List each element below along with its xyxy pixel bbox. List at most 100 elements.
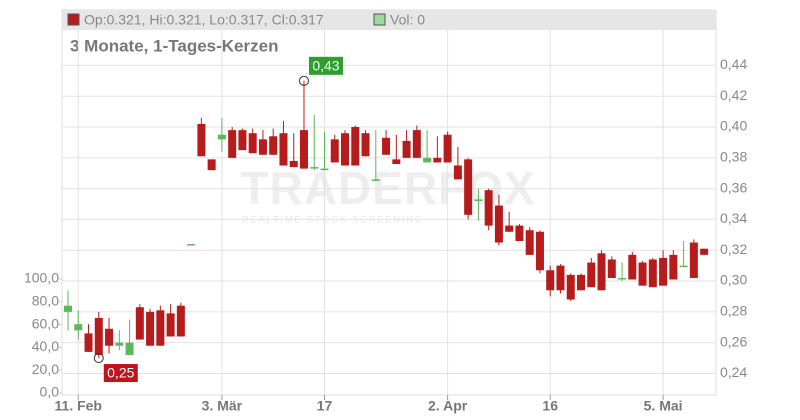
- candle-body: [74, 324, 83, 331]
- candle-body: [166, 313, 175, 337]
- annotation-label: 0,25: [107, 365, 134, 381]
- candle-body: [197, 123, 206, 157]
- candle-body: [464, 159, 473, 215]
- header-bar: [62, 10, 716, 30]
- header-ohlc: Op:0.321, Hi:0.321, Lo:0.317, Cl:0.317: [84, 12, 324, 28]
- candle-body: [474, 199, 483, 201]
- candle-body: [402, 140, 411, 158]
- candle-body: [628, 254, 637, 280]
- candle-body: [382, 137, 391, 155]
- candle-body: [607, 259, 616, 278]
- candle-body: [135, 307, 144, 340]
- y2-tick-label: 80,0: [32, 293, 59, 309]
- x-tick-label: 2. Apr: [428, 398, 468, 414]
- candle-body: [64, 305, 72, 312]
- candle-body: [679, 265, 688, 268]
- y-tick-label: 0,36: [720, 179, 747, 195]
- vol-swatch: [373, 13, 386, 26]
- candle-body: [494, 205, 503, 243]
- y2-tick-label: 20,0: [32, 361, 59, 377]
- candle-body: [597, 253, 606, 291]
- candle-body: [248, 133, 257, 154]
- candle-body: [648, 259, 657, 288]
- y-tick-label: 0,42: [720, 87, 747, 103]
- annotation-label: 0,43: [312, 58, 339, 74]
- candle-body: [146, 311, 155, 346]
- candle-body: [433, 157, 442, 163]
- candle-body: [156, 310, 165, 346]
- y-tick-label: 0,44: [720, 56, 747, 72]
- candle-body: [217, 134, 226, 140]
- candle-body: [700, 248, 709, 255]
- candle-body: [176, 305, 185, 337]
- y2-tick-label: 0,0: [40, 384, 60, 400]
- candle-body: [320, 168, 329, 171]
- candle-body: [341, 133, 350, 166]
- candle-body: [187, 244, 196, 246]
- candle-body: [351, 127, 360, 166]
- y-tick-label: 0,26: [720, 333, 747, 349]
- candle-body: [443, 134, 452, 163]
- y-tick-label: 0,40: [720, 118, 747, 134]
- candle-body: [546, 270, 555, 291]
- y-tick-label: 0,32: [720, 241, 747, 257]
- y-tick-label: 0,24: [720, 364, 747, 380]
- candle-body: [125, 342, 134, 355]
- grid: [62, 30, 716, 395]
- candle-body: [269, 136, 278, 155]
- candle-body: [484, 190, 493, 226]
- candle-body: [279, 133, 288, 166]
- x-tick-label: 5. Mai: [644, 398, 683, 414]
- candle-body: [689, 242, 698, 278]
- candle-body: [505, 225, 514, 232]
- header-volume: Vol: 0: [390, 12, 425, 28]
- candle-body: [361, 133, 370, 157]
- y2-tick-label: 100,0: [24, 270, 59, 286]
- candle-body: [238, 130, 247, 151]
- y2-tick-label: 40,0: [32, 338, 59, 354]
- candle-body: [587, 262, 596, 288]
- annotation-box: [103, 364, 138, 383]
- candle-body: [515, 225, 524, 241]
- candle-body: [94, 317, 103, 355]
- x-tick-label: 16: [542, 398, 558, 414]
- candle-body: [228, 130, 237, 158]
- y-tick-label: 0,30: [720, 272, 747, 288]
- candles: [64, 80, 709, 359]
- ohlc-swatch: [67, 13, 80, 26]
- candle-body: [556, 265, 565, 291]
- candle-body: [535, 231, 544, 271]
- candle-body: [207, 159, 216, 171]
- x-tick-label: 3. Mär: [202, 398, 243, 414]
- candle-body: [310, 167, 319, 169]
- y2-tick-label: 60,0: [32, 315, 59, 331]
- candle-body: [289, 160, 298, 168]
- x-tick-label: 11. Feb: [55, 398, 102, 414]
- y-tick-label: 0,34: [720, 210, 747, 226]
- candle-body: [299, 130, 308, 169]
- candle-body: [525, 230, 534, 255]
- candle-body: [669, 254, 678, 280]
- candle-body: [105, 328, 114, 346]
- candle-body: [392, 159, 401, 164]
- candle-body: [638, 262, 647, 286]
- candle-body: [577, 274, 585, 291]
- candle-body: [371, 179, 380, 181]
- subtitle: 3 Monate, 1-Tages-Kerzen: [70, 36, 278, 55]
- candle-body: [115, 342, 124, 346]
- candle-body: [84, 333, 93, 352]
- candle-body: [659, 257, 668, 286]
- x-tick-label: 17: [317, 398, 333, 414]
- candle-body: [258, 139, 267, 155]
- candle-body: [453, 165, 462, 180]
- annotation-box: [308, 56, 343, 75]
- candle-body: [423, 157, 432, 163]
- extreme-marker: [298, 75, 309, 86]
- extreme-marker: [93, 353, 104, 364]
- y-tick-label: 0,28: [720, 303, 747, 319]
- candle-body: [412, 130, 421, 158]
- candle-body: [566, 274, 575, 300]
- y-tick-label: 0,38: [720, 149, 747, 165]
